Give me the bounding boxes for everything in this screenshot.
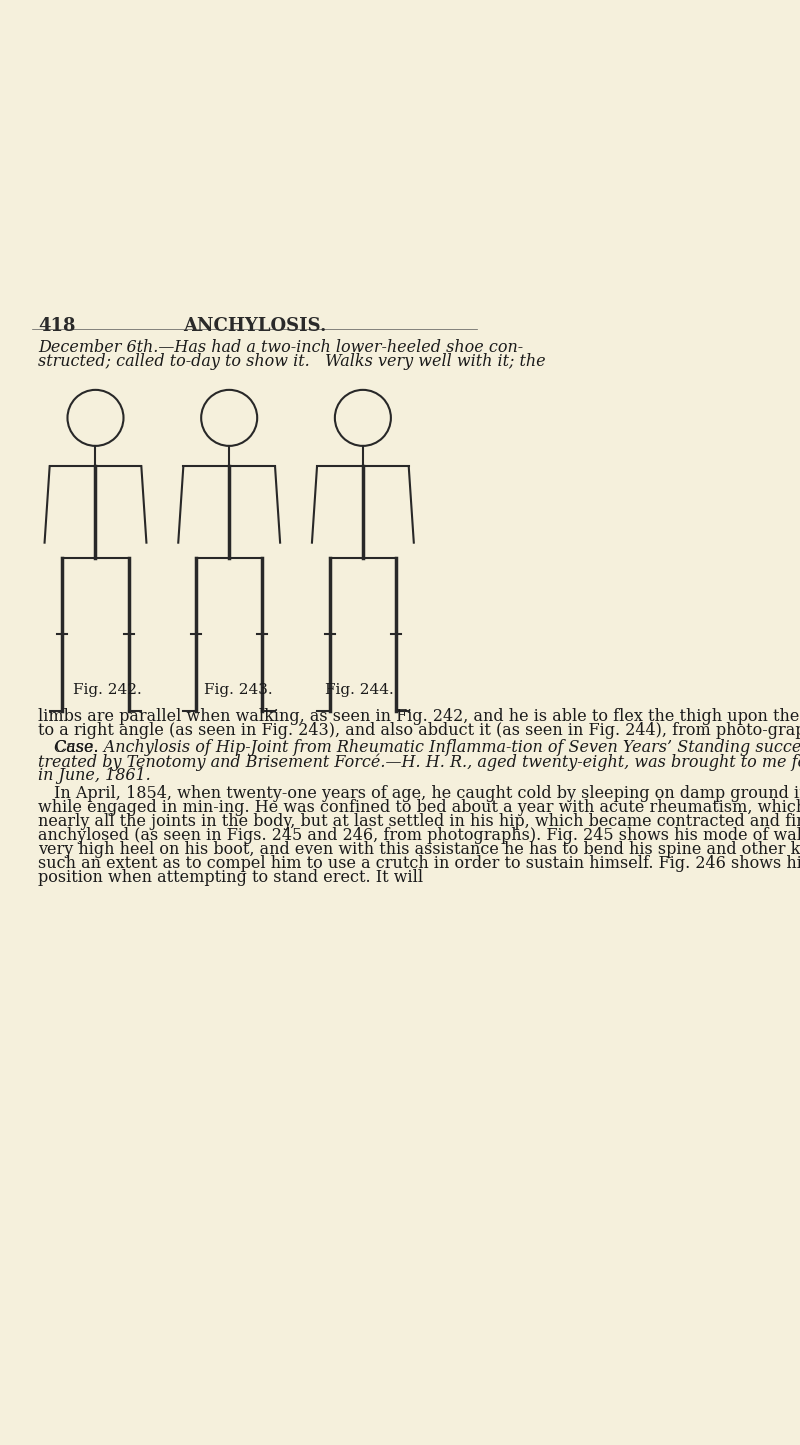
Text: December 6th.—Has had a two-inch lower-heeled shoe con-: December 6th.—Has had a two-inch lower-h… xyxy=(38,340,523,355)
Text: to a right angle (as seen in Fig. 243), and also abduct it (as seen in Fig. 244): to a right angle (as seen in Fig. 243), … xyxy=(38,722,800,740)
Text: position when attempting to stand erect. It will: position when attempting to stand erect.… xyxy=(38,868,423,886)
Text: Fig. 242.: Fig. 242. xyxy=(74,682,142,696)
Text: ANCHYLOSIS.: ANCHYLOSIS. xyxy=(183,316,326,335)
Text: nearly all the joints in the body, but at last settled in his hip, which became : nearly all the joints in the body, but a… xyxy=(38,812,800,829)
Text: Case.: Case. xyxy=(54,740,98,756)
Text: treated by Tenotomy and Brisement Forcé.—H. H. R., aged twenty-eight, was brough: treated by Tenotomy and Brisement Forcé.… xyxy=(38,753,800,770)
Text: in June, 1861.: in June, 1861. xyxy=(38,767,151,785)
Text: Case. Anchylosis of Hip-Joint from Rheumatic Inflamma-tion of Seven Years’ Stand: Case. Anchylosis of Hip-Joint from Rheum… xyxy=(54,740,800,756)
Text: while engaged in min-ing. He was confined to bed about a year with acute rheumat: while engaged in min-ing. He was confine… xyxy=(38,799,800,815)
Text: very high heel on his boot, and even with this assistance he has to bend his spi: very high heel on his boot, and even wit… xyxy=(38,841,800,857)
Text: limbs are parallel when walking, as seen in Fig. 242, and he is able to flex the: limbs are parallel when walking, as seen… xyxy=(38,708,800,725)
Text: In April, 1854, when twenty-one years of age, he caught cold by sleeping on damp: In April, 1854, when twenty-one years of… xyxy=(54,785,800,802)
Text: anchylosed (as seen in Figs. 245 and 246, from photographs). Fig. 245 shows his : anchylosed (as seen in Figs. 245 and 246… xyxy=(38,827,800,844)
Text: Fig. 243.: Fig. 243. xyxy=(204,682,272,696)
Text: such an extent as to compel him to use a crutch in order to sustain himself. Fig: such an extent as to compel him to use a… xyxy=(38,854,800,871)
Text: Fig. 244.: Fig. 244. xyxy=(325,682,394,696)
FancyBboxPatch shape xyxy=(32,371,478,695)
Text: 418: 418 xyxy=(38,316,76,335)
Text: structed; called to-day to show it.   Walks very well with it; the: structed; called to-day to show it. Walk… xyxy=(38,353,546,370)
